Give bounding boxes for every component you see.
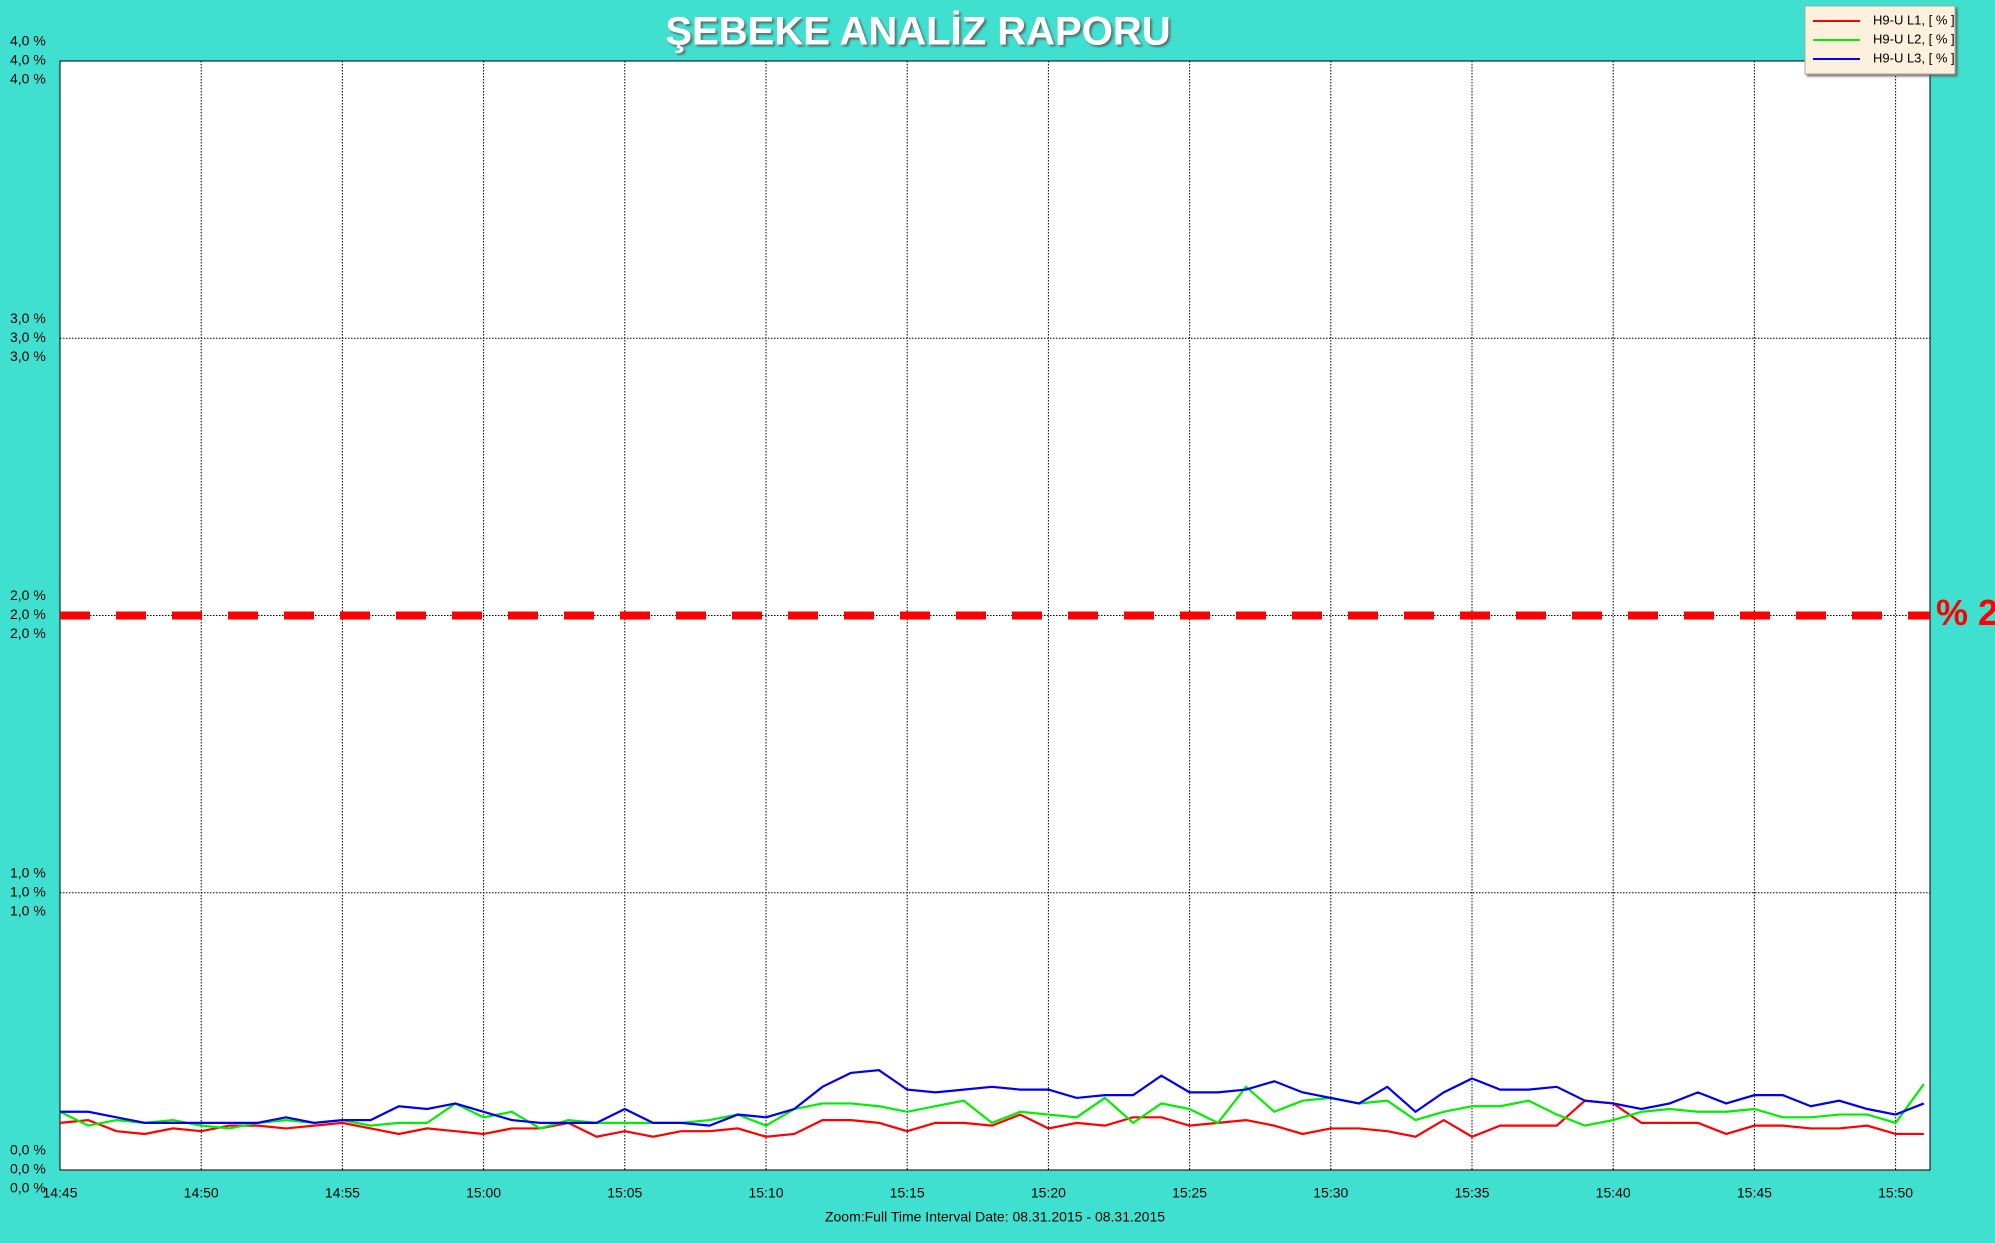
chart-title: ŞEBEKE ANALİZ RAPORU [665,10,1170,54]
x-tick-label: 14:45 [42,1185,77,1201]
y-tick-label: 4,0 % [10,33,46,49]
y-tick-label: 0,0 % [10,1180,46,1196]
y-tick-label: 3,0 % [10,329,46,345]
x-tick-label: 14:55 [325,1185,360,1201]
series-line [59,1083,1925,1130]
legend-label: H9-U L2, [ % ] [1873,31,1955,46]
y-tick-label: 1,0 % [10,902,46,918]
x-tick-label: 15:40 [1596,1185,1631,1201]
legend-label: H9-U L1, [ % ] [1873,12,1955,27]
y-tick-label: 1,0 % [10,883,46,899]
y-tick-label: 2,0 % [10,625,46,641]
x-tick-label: 14:50 [184,1185,219,1201]
x-tick-label: 15:30 [1313,1185,1348,1201]
threshold-label: % 2 [1936,592,1995,633]
y-tick-label: 1,0 % [10,864,46,880]
x-tick-label: 15:00 [466,1185,501,1201]
y-tick-label: 2,0 % [10,587,46,603]
x-tick-label: 15:10 [748,1185,783,1201]
y-tick-label: 3,0 % [10,348,46,364]
x-tick-label: 15:50 [1878,1185,1913,1201]
x-tick-label: 15:25 [1172,1185,1207,1201]
plot-layer: 0,0 % 0,0 % 0,0 % 1,0 % 1,0 % 1,0 % 2,0 % 2,0 %… [10,33,1995,1201]
series-line [60,1069,1925,1127]
x-tick-label: 15:05 [607,1185,642,1201]
y-tick-label: 3,0 % [10,310,46,326]
x-tick-label: 15:35 [1454,1185,1489,1201]
y-tick-label: 4,0 % [10,52,46,68]
footer: Zoom:Full Time Interval Date: 08.31.2015… [825,1209,1165,1225]
y-tick-label: 4,0 % [10,71,46,87]
y-tick-label: 2,0 % [10,606,46,622]
x-tick-label: 15:15 [890,1185,925,1201]
legend-label: H9-U L3, [ % ] [1873,50,1955,65]
x-tick-label: 15:20 [1031,1185,1066,1201]
y-tick-label: 0,0 % [10,1161,46,1177]
y-tick-label: 0,0 % [10,1142,46,1158]
x-tick-label: 15:45 [1737,1185,1772,1201]
